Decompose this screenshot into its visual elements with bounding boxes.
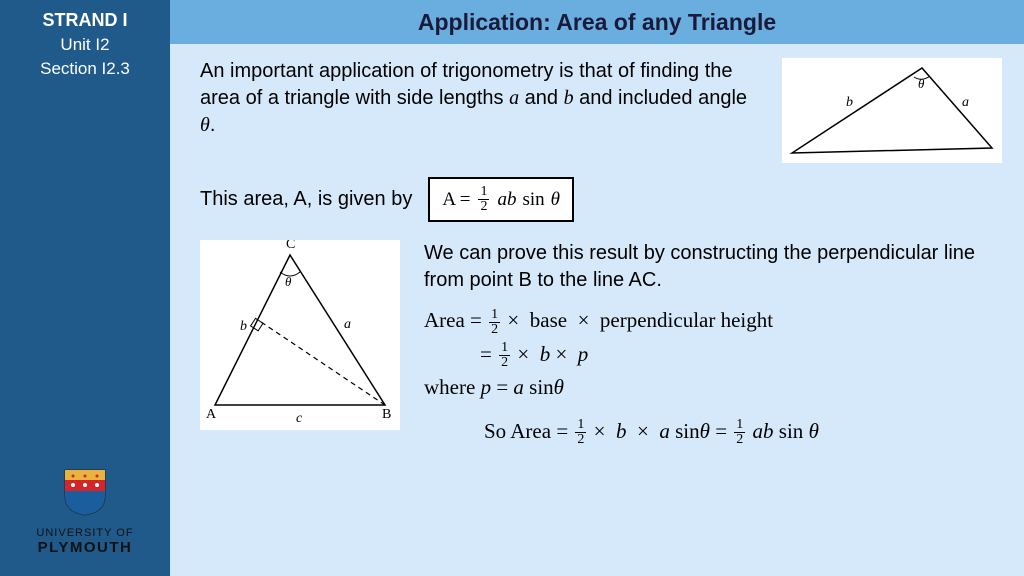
intro-text: An important application of trigonometry… [200, 58, 762, 163]
university-logo: UNIVERSITY OF PLYMOUTH [36, 468, 133, 556]
svg-text:C: C [286, 240, 295, 252]
math-derivation: Area = 12 × base × perpendicular height … [424, 304, 1002, 405]
sidebar-top: STRAND I Unit I2 Section I2.3 [40, 6, 130, 83]
strand-label: STRAND I [40, 10, 130, 31]
area-line-prefix: This area, A, is given by [200, 188, 412, 211]
triangle-diagram-1: θ a b [782, 58, 1002, 163]
svg-text:θ: θ [285, 274, 292, 289]
shield-icon [63, 468, 107, 516]
sidebar: STRAND I Unit I2 Section I2.3 UNIVERSITY… [0, 0, 170, 576]
triangle-diagram-2: θ C A B b a c [200, 240, 400, 430]
intro-block: An important application of trigonometry… [200, 58, 1002, 163]
proof-block: θ C A B b a c We can prove this result b… [200, 240, 1002, 447]
proof-intro: We can prove this result by constructing… [424, 240, 1002, 294]
svg-text:b: b [240, 319, 247, 334]
area-line: This area, A, is given by A = 12 ab sinθ [200, 177, 1002, 222]
svg-text:a: a [962, 95, 969, 110]
uni-name-line2: PLYMOUTH [36, 539, 133, 556]
unit-label: Unit I2 [40, 35, 130, 55]
proof-text: We can prove this result by constructing… [424, 240, 1002, 447]
main: Application: Area of any Triangle An imp… [170, 0, 1024, 576]
svg-text:θ: θ [918, 76, 925, 91]
svg-text:c: c [296, 411, 303, 426]
formula-box: A = 12 ab sinθ [428, 177, 574, 222]
svg-text:B: B [382, 407, 391, 422]
section-label: Section I2.3 [40, 59, 130, 79]
uni-name-line1: UNIVERSITY OF [36, 527, 133, 539]
svg-text:b: b [846, 95, 853, 110]
final-formula: So Area = 12 × b × a sinθ = 12 ab sin θ [424, 417, 1002, 448]
page-title: Application: Area of any Triangle [170, 0, 1024, 44]
svg-text:a: a [344, 317, 351, 332]
content: An important application of trigonometry… [170, 44, 1024, 576]
svg-text:A: A [206, 407, 217, 422]
